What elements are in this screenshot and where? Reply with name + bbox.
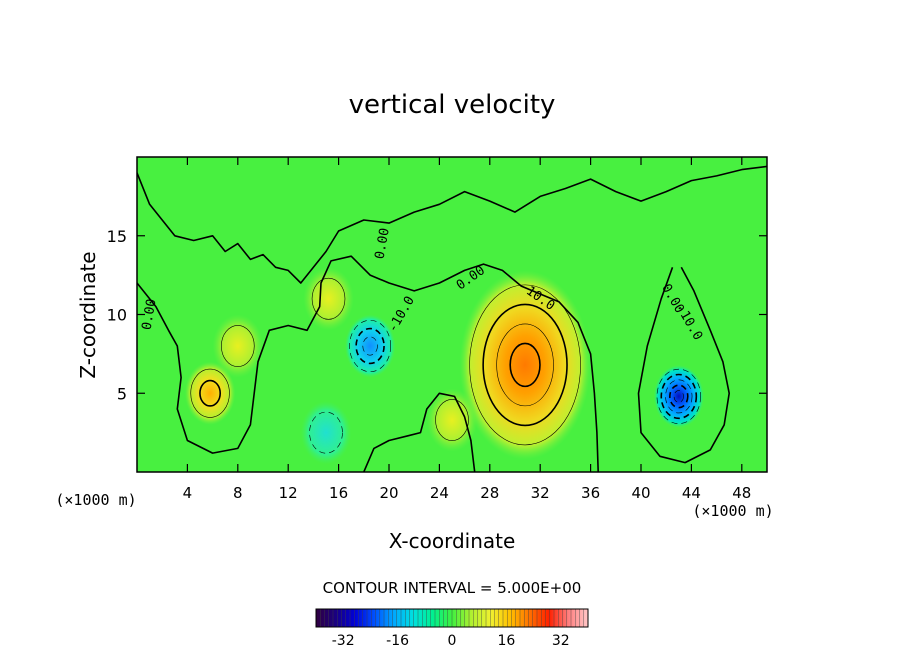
field-max-3 (426, 388, 478, 452)
x-tick-label-4: 4 (183, 484, 193, 502)
x-tick-label-12: 12 (279, 484, 298, 502)
contour-label-2: 0.00 (373, 227, 393, 260)
contour-min-7-3 (362, 336, 378, 356)
contour-max-1-2 (482, 303, 568, 427)
field-max-1 (459, 270, 591, 460)
chart-title: vertical velocity (349, 90, 556, 120)
colorbar-frame (315, 608, 589, 628)
colorbar-tick-label-3: 16 (497, 633, 515, 649)
field-max-4 (212, 314, 263, 378)
colorbar-tick-label-2: 0 (448, 633, 457, 649)
x-tick-label-40: 40 (631, 484, 650, 502)
x-tick-label-44: 44 (682, 484, 701, 502)
x-ticks: 4 8 12 16 20 24 28 32 36 40 44 48 (183, 157, 751, 502)
x-axis-label: X-coordinate (389, 529, 516, 553)
field-min-7 (344, 314, 396, 378)
contour-label-1: 0.00 (139, 298, 159, 331)
contour-max-2-1 (190, 368, 230, 418)
contour-min-8-1 (309, 411, 343, 454)
contour-zero-1 (137, 165, 767, 284)
colorbar: -32 -16 0 16 32 (315, 608, 589, 649)
x-tick-label-20: 20 (379, 484, 398, 502)
x-tick-label-16: 16 (329, 484, 348, 502)
colorbar-tick-label-0: -32 (332, 633, 355, 649)
x-axis-unit-left: (×1000 m) (55, 491, 136, 509)
contour-interval-text: CONTOUR INTERVAL = 5.000E+00 (323, 579, 582, 597)
contour-min-6-1 (656, 368, 701, 424)
x-tick-label-28: 28 (480, 484, 499, 502)
y-tick-label-15: 15 (107, 227, 127, 246)
colorbar-segments (320, 609, 584, 627)
y-tick-label-10: 10 (107, 306, 127, 325)
colorbar-tick-label-1: -16 (386, 633, 409, 649)
contour-min-6-2 (660, 373, 698, 420)
contour-max-1-4 (509, 342, 541, 388)
contour-zero-3 (363, 392, 476, 472)
x-tick-label-24: 24 (430, 484, 449, 502)
colorbar-tick-label-4: 32 (552, 633, 570, 649)
contour-min-6-5 (673, 390, 684, 403)
contour-lines (137, 165, 767, 472)
contour-max-2-2 (199, 379, 222, 407)
contour-min-6-3 (665, 379, 693, 414)
contour-min-6-4 (669, 384, 689, 409)
y-tick-label-5: 5 (117, 384, 127, 403)
contour-max-4-1 (221, 325, 255, 367)
x-tick-label-48: 48 (732, 484, 751, 502)
contour-max-5-1 (311, 277, 346, 320)
colorbar-tick-labels: -32 -16 0 16 32 (332, 633, 570, 649)
y-axis-label: Z-coordinate (76, 251, 100, 378)
contour-max-1-1 (469, 284, 581, 446)
contour-min-7-1 (349, 319, 392, 373)
field-min-8 (300, 401, 352, 465)
field-max-2 (184, 361, 236, 425)
x-tick-label-36: 36 (581, 484, 600, 502)
contour-zero-4 (637, 266, 730, 464)
contour-max-3-1 (435, 399, 469, 441)
x-tick-label-32: 32 (531, 484, 550, 502)
y-ticks: 5 10 15 (107, 227, 767, 403)
x-axis-unit-right: (×1000 m) (692, 502, 773, 520)
contour-zero-2 (137, 255, 599, 472)
contour-max-1-3 (496, 323, 554, 407)
contour-min-7-2 (355, 327, 385, 365)
x-tick-label-8: 8 (233, 484, 243, 502)
field-max-5 (303, 267, 354, 331)
